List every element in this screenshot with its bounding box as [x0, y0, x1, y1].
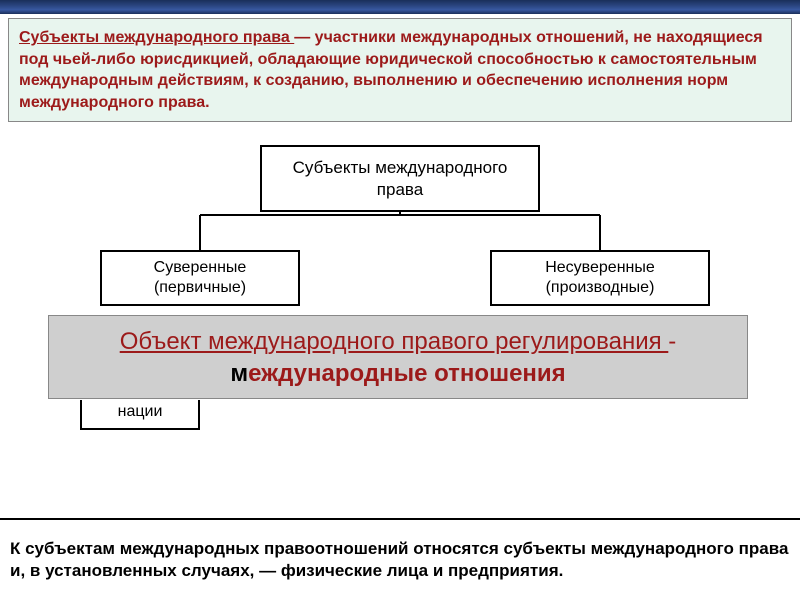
object-body: международные отношения	[61, 360, 735, 388]
diagram-right-line1: Несуверенные	[502, 258, 698, 278]
footer-text: К субъектам международных правоотношений…	[10, 538, 790, 582]
object-dash: -	[668, 328, 676, 355]
diagram-root-node: Субъекты международного права	[260, 145, 540, 212]
object-title: Объект международного правого регулирова…	[120, 328, 669, 355]
diagram-left-node: Суверенные (первичные)	[100, 250, 300, 306]
divider-line	[0, 518, 800, 520]
object-body-prefix: м	[230, 360, 248, 387]
diagram-left-line1: Суверенные	[112, 258, 288, 278]
object-body-rest: еждународные отношения	[248, 360, 566, 387]
header-stripe	[0, 0, 800, 14]
diagram-left-line2: (первичные)	[112, 278, 288, 298]
object-panel: Объект международного правого регулирова…	[48, 315, 748, 398]
diagram-bottom-left-node: нации	[80, 400, 200, 430]
definition-term: Субъекты международного права	[19, 29, 294, 46]
diagram-right-line2: (производные)	[502, 278, 698, 298]
diagram-right-node: Несуверенные (производные)	[490, 250, 710, 306]
definition-panel: Субъекты международного права — участник…	[8, 18, 792, 122]
diagram-area: Субъекты международного права Суверенные…	[0, 130, 800, 440]
